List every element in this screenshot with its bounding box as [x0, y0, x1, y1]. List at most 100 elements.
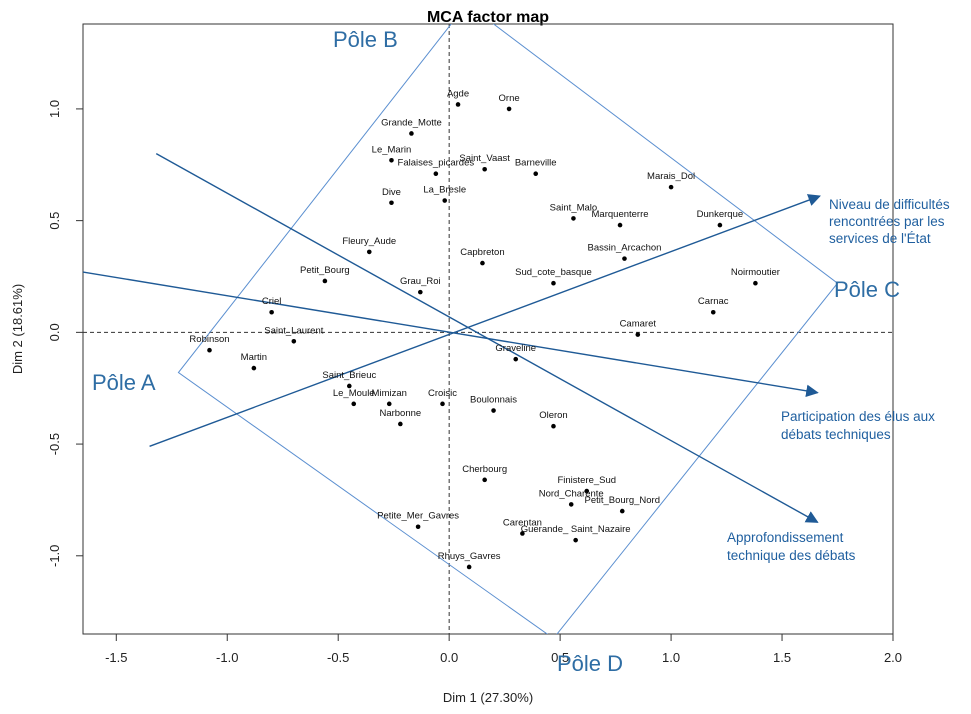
point	[584, 488, 590, 494]
x-axis-ticks: -1.5 -1.0 -0.5 0.0 0.5 1.0 1.5 2.0	[105, 634, 902, 665]
point-label: Fleury_Aude	[342, 236, 396, 247]
point-label: Saint_Laurent	[264, 325, 324, 336]
point-label: Capbreton	[460, 247, 504, 258]
point	[322, 278, 328, 284]
point-label: Nord_Charente	[539, 488, 604, 499]
point	[389, 158, 394, 163]
point	[551, 280, 556, 286]
y-tick-label: 0.0	[47, 323, 62, 341]
point-label: Dive	[382, 187, 401, 198]
point	[617, 222, 623, 228]
arrow-3	[149, 194, 821, 447]
point-label: Bassin_Arcachon	[588, 243, 662, 254]
pole-c-label: Pôle C	[834, 277, 900, 302]
arrow-2	[83, 271, 819, 398]
point-label: La_Bresle	[423, 185, 466, 196]
y-axis-ticks: -1.0 -0.5 0.0 0.5 1.0	[47, 100, 83, 567]
point-label: Orne	[499, 93, 520, 104]
point	[573, 537, 578, 543]
participation-line-2: débats techniques	[781, 427, 891, 442]
point	[415, 524, 421, 530]
x-tick-label: 2.0	[884, 650, 902, 665]
x-tick-label: -1.5	[105, 650, 127, 665]
point	[269, 309, 274, 315]
point	[366, 249, 372, 255]
point	[551, 423, 556, 429]
point-label: Criel	[262, 296, 282, 307]
point-label: Carnac	[698, 296, 729, 307]
point	[717, 222, 723, 228]
point-label: Petit_Bourg	[300, 265, 350, 276]
point	[668, 184, 674, 190]
point-label: Dunkerque	[697, 209, 743, 220]
point	[619, 508, 625, 514]
point	[482, 166, 487, 172]
point-label: Le_Moule	[333, 388, 375, 399]
point-label: Finistere_Sud	[557, 475, 616, 486]
point-label: Mimizan	[372, 388, 407, 399]
point-label: Carentan	[503, 517, 542, 528]
y-axis-label: Dim 2 (18.61%)	[10, 284, 25, 374]
x-tick-label: -1.0	[216, 650, 238, 665]
point	[622, 256, 627, 261]
point	[533, 171, 539, 177]
difficultes-line-3: services de l'État	[829, 231, 931, 246]
point-label: Robinson	[189, 334, 229, 345]
x-tick-label: 0.5	[551, 650, 569, 665]
y-tick-label: 0.5	[47, 212, 62, 230]
difficultes-line-1: Niveau de difficultés	[829, 197, 950, 212]
pole-d-label: Pôle D	[557, 651, 623, 676]
point-label: Grau_Roi	[400, 276, 441, 287]
point	[386, 401, 392, 407]
x-axis-label: Dim 1 (27.30%)	[443, 690, 533, 705]
point	[455, 102, 461, 107]
point	[482, 477, 487, 483]
pole-quadrilateral	[177, 24, 839, 634]
pole-b-label: Pôle B	[333, 27, 398, 52]
pole-a-label: Pôle A	[92, 370, 156, 395]
x-tick-label: 1.5	[773, 650, 791, 665]
point	[291, 338, 297, 344]
point-label: Noirmoutier	[731, 267, 780, 278]
point-label: Petite_Mer_Gavres	[377, 511, 459, 522]
point-label: Barneville	[515, 158, 557, 169]
point	[442, 198, 448, 203]
x-tick-label: -0.5	[327, 650, 349, 665]
point-label: Martin	[241, 352, 267, 363]
point-label: Saint_Brieuc	[322, 370, 376, 381]
point	[571, 216, 576, 221]
point	[635, 332, 641, 337]
point	[433, 171, 439, 177]
point	[710, 309, 716, 315]
y-tick-label: -1.0	[47, 545, 62, 567]
point	[207, 347, 212, 353]
plot-frame	[82, 23, 894, 635]
point-label: Rhuys_Gavres	[438, 551, 501, 562]
data-points	[207, 102, 758, 570]
point	[440, 401, 445, 407]
point	[491, 408, 496, 413]
participation-line-1: Participation des élus aux	[781, 409, 935, 424]
point	[409, 131, 414, 136]
chart-title: MCA factor map	[427, 9, 549, 26]
direction-arrows	[83, 152, 821, 523]
point	[251, 365, 257, 371]
x-tick-label: 0.0	[440, 650, 458, 665]
point	[520, 531, 525, 536]
y-tick-label: -0.5	[47, 433, 62, 455]
point-label: Le_Marin	[372, 144, 412, 155]
point-label: Sud_cote_basque	[515, 267, 592, 278]
point	[347, 383, 352, 389]
point-label: Falaises_picardes	[398, 158, 475, 169]
point	[480, 260, 485, 266]
difficultes-line-2: rencontrées par les	[829, 214, 945, 229]
point-label: Oleron	[539, 410, 568, 421]
point-label: Marquenterre	[592, 209, 649, 220]
point	[398, 421, 403, 427]
point-label: Marais_Dol	[647, 171, 695, 182]
x-tick-label: 1.0	[662, 650, 680, 665]
point	[513, 356, 519, 362]
point-label: Cherbourg	[462, 464, 507, 475]
point-label: Agde	[447, 88, 469, 99]
